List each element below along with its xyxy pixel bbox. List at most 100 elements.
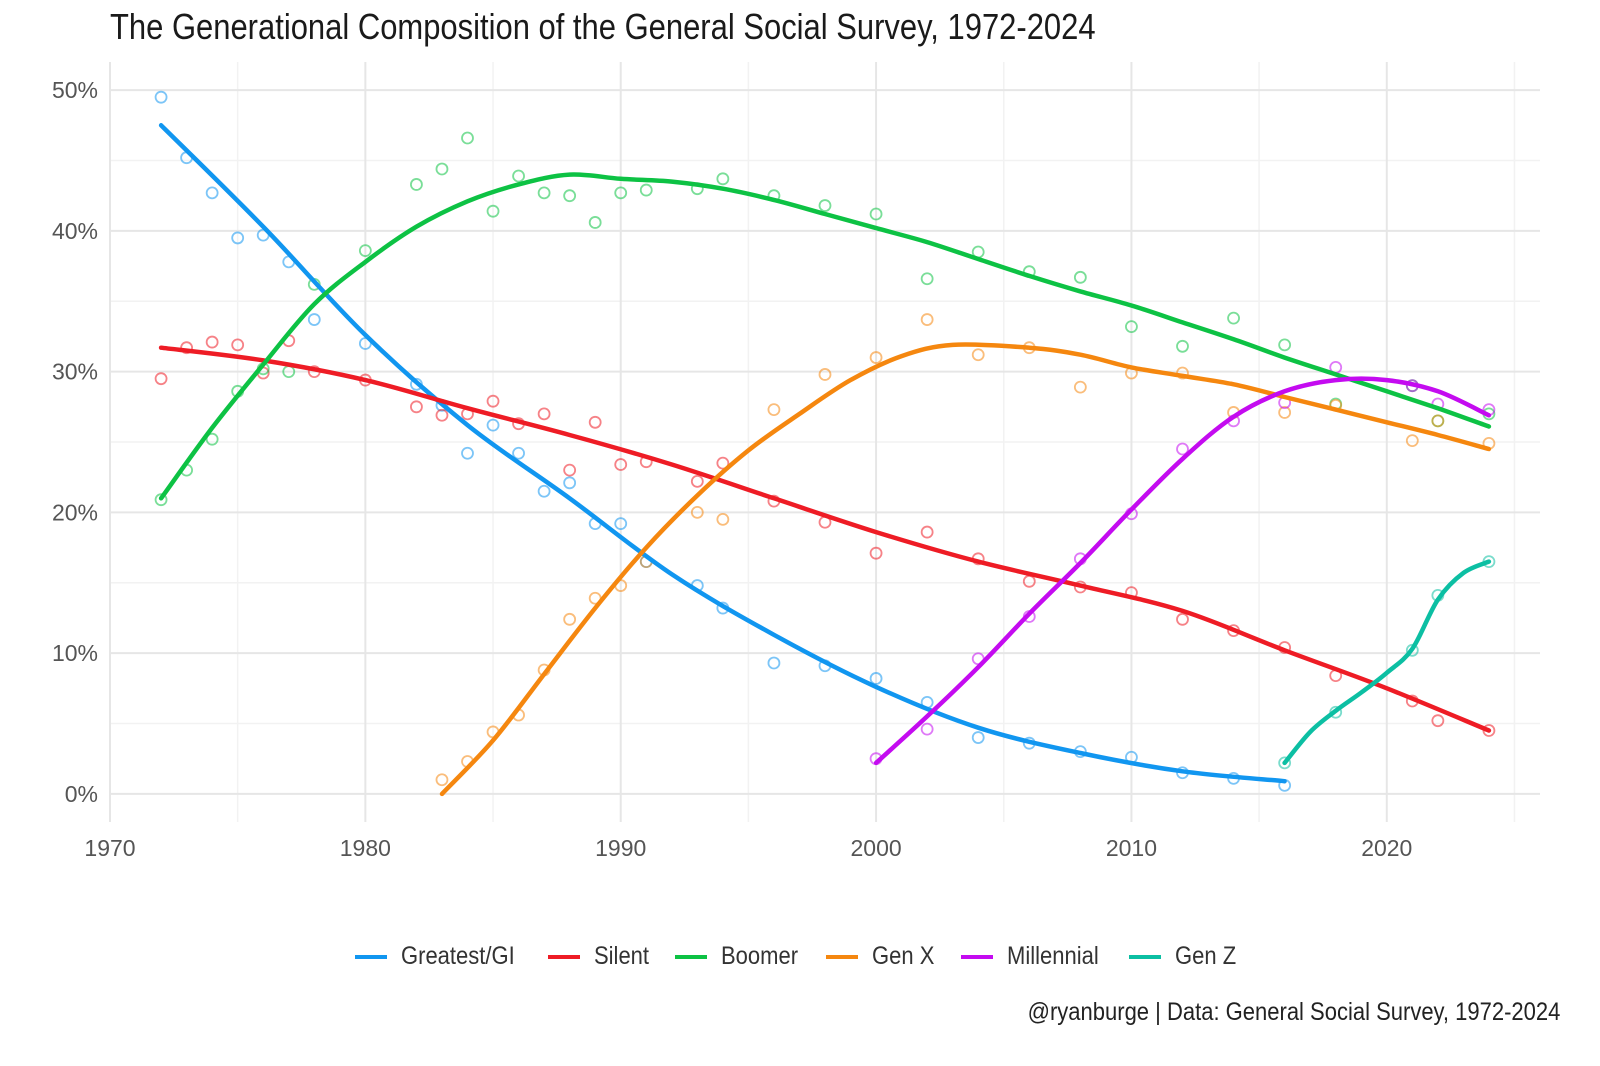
point-boomer-1982 <box>410 178 423 191</box>
point-greatest-gi-1996 <box>767 656 781 670</box>
x-tick-label-1980: 1980 <box>340 835 391 861</box>
point-silent-1973 <box>180 341 194 355</box>
legend-swatch-boomer <box>674 954 707 959</box>
trend-lines <box>158 123 1492 797</box>
point-boomer-1980 <box>358 244 372 257</box>
y-tick-label-0: 0% <box>65 781 98 807</box>
point-greatest-gi-2004 <box>971 731 985 744</box>
point-silent-1989 <box>588 415 602 429</box>
legend-label-silent: Silent <box>594 942 650 970</box>
point-gen-x-2008 <box>1073 380 1087 394</box>
legend-swatch-gen-z <box>1129 954 1162 959</box>
point-silent-1990 <box>614 458 628 471</box>
point-silent-1983 <box>435 408 449 422</box>
legend-label-greatest-gi: Greatest/GI <box>401 942 515 970</box>
point-silent-2006 <box>1022 574 1036 588</box>
legend-item-boomer: Boomer <box>674 942 809 971</box>
point-gen-x-2002 <box>920 313 934 326</box>
point-silent-1985 <box>486 394 500 408</box>
point-silent-2012 <box>1176 612 1189 626</box>
point-greatest-gi-1974 <box>205 186 219 200</box>
point-gen-x-1998 <box>818 368 832 381</box>
point-silent-1988 <box>563 463 577 477</box>
point-boomer-2008 <box>1073 270 1087 284</box>
point-silent-2022 <box>1431 714 1445 728</box>
points-boomer <box>154 131 1496 507</box>
legend-swatch-millennial <box>961 954 994 959</box>
point-greatest-gi-1978 <box>307 313 321 326</box>
point-boomer-1991 <box>639 183 653 197</box>
point-boomer-1994 <box>716 172 730 186</box>
point-boomer-1974 <box>205 432 219 446</box>
point-greatest-gi-1972 <box>154 90 168 104</box>
point-boomer-2016 <box>1278 338 1292 352</box>
legend-item-millennial: Millennial <box>961 942 1111 971</box>
point-boomer-1972 <box>154 493 168 507</box>
trend-line-millennial <box>873 376 1492 766</box>
point-silent-1974 <box>205 335 219 349</box>
point-boomer-2012 <box>1176 339 1189 353</box>
trend-line-boomer <box>158 172 1492 501</box>
point-gen-x-2022 <box>1431 414 1445 428</box>
point-boomer-1990 <box>614 186 628 200</box>
point-boomer-1987 <box>537 186 551 200</box>
point-boomer-1988 <box>563 189 577 203</box>
point-gen-x-2021 <box>1405 434 1419 447</box>
chart-caption: @ryanburge | Data: General Social Survey… <box>1027 998 1560 1026</box>
legend-swatch-gen-x <box>826 954 859 959</box>
point-boomer-1985 <box>486 204 500 218</box>
trend-line-gen-x <box>439 342 1492 797</box>
y-tick-label-20: 20% <box>52 499 98 525</box>
y-tick-label-40: 40% <box>52 218 98 244</box>
line-chart: 0% 10% 20% 30% 40% 50% 1970 1980 1990 2000 2010 20… <box>52 62 1540 861</box>
points-millennial <box>869 361 1496 766</box>
point-boomer-2002 <box>920 272 934 286</box>
legend-item-gen-x: Gen X <box>826 942 943 971</box>
point-greatest-gi-1988 <box>563 476 577 490</box>
legend-swatch-greatest-gi <box>355 954 388 959</box>
point-silent-1987 <box>537 407 551 421</box>
point-gen-x-1993 <box>690 505 704 519</box>
point-silent-2000 <box>869 546 883 560</box>
point-silent-1994 <box>716 456 730 470</box>
point-boomer-2014 <box>1227 311 1240 325</box>
point-greatest-gi-1986 <box>512 446 525 460</box>
point-gen-x-1996 <box>767 403 781 417</box>
x-tick-label-2020: 2020 <box>1361 835 1412 861</box>
point-millennial-2002 <box>920 722 934 736</box>
trend-line-gen-z <box>1282 559 1492 766</box>
point-greatest-gi-1984 <box>461 446 474 460</box>
point-gen-x-2016 <box>1278 406 1292 419</box>
legend-item-silent: Silent <box>548 942 657 971</box>
point-gen-x-1994 <box>716 513 730 526</box>
point-silent-1975 <box>231 338 245 352</box>
point-silent-1993 <box>690 475 704 488</box>
y-axis-tick-labels: 0% 10% 20% 30% 40% 50% <box>52 77 98 807</box>
point-gen-z-2016 <box>1278 756 1292 770</box>
point-boomer-1989 <box>588 216 602 229</box>
legend-swatch-silent <box>548 954 581 959</box>
legend: Greatest/GI Silent Boomer Gen X Millenni… <box>0 942 1600 971</box>
point-silent-1982 <box>410 400 423 414</box>
legend-item-greatest-gi: Greatest/GI <box>355 942 530 971</box>
point-gen-x-1988 <box>563 612 577 626</box>
legend-label-millennial: Millennial <box>1007 942 1099 970</box>
point-greatest-gi-1975 <box>231 231 245 245</box>
legend-label-gen-x: Gen X <box>872 942 935 970</box>
points-gen-x <box>435 313 1496 787</box>
point-millennial-2012 <box>1176 442 1189 456</box>
y-tick-label-10: 10% <box>52 640 98 666</box>
y-tick-label-30: 30% <box>52 359 98 385</box>
x-axis-tick-labels: 1970 1980 1990 2000 2010 2020 <box>84 835 1412 861</box>
point-boomer-1984 <box>461 131 474 145</box>
point-greatest-gi-2000 <box>869 672 883 685</box>
chart-title: The Generational Composition of the Gene… <box>110 6 1096 47</box>
point-boomer-2010 <box>1125 320 1138 333</box>
major-gridlines <box>109 62 1540 822</box>
point-silent-2002 <box>920 525 934 539</box>
point-boomer-1998 <box>818 199 832 212</box>
minor-gridlines <box>110 62 1540 822</box>
x-tick-label-1990: 1990 <box>595 835 646 861</box>
x-tick-label-2000: 2000 <box>850 835 901 861</box>
y-tick-label-50: 50% <box>52 77 98 103</box>
